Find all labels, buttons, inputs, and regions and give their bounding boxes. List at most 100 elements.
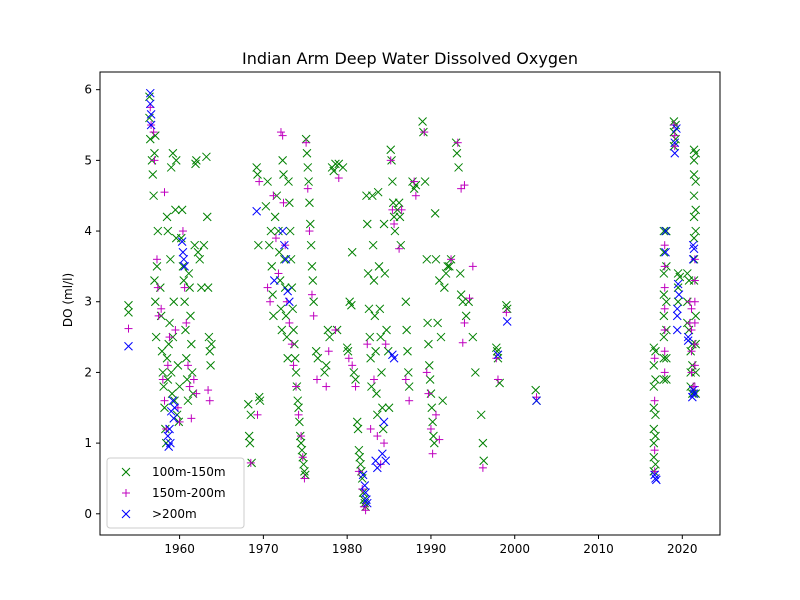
data-point — [428, 449, 437, 458]
data-point — [435, 435, 444, 444]
data-point — [159, 382, 169, 391]
data-point — [687, 326, 696, 335]
data-point — [277, 325, 287, 335]
data-point — [180, 283, 189, 292]
data-point — [264, 240, 274, 250]
data-point — [263, 283, 272, 292]
data-point — [329, 166, 339, 176]
data-point — [281, 241, 290, 250]
data-point — [649, 382, 659, 391]
data-point — [687, 304, 696, 313]
data-point — [418, 117, 427, 126]
data-point — [150, 148, 159, 158]
data-point — [245, 438, 255, 448]
data-point — [353, 424, 363, 434]
data-point — [303, 184, 312, 193]
data-point — [205, 396, 214, 405]
data-point — [672, 304, 682, 314]
data-point — [190, 240, 200, 250]
data-point — [395, 212, 405, 222]
data-point — [689, 191, 699, 201]
data-point — [124, 324, 133, 333]
data-point — [187, 368, 197, 377]
data-point — [662, 375, 671, 384]
data-point — [276, 128, 285, 137]
data-point — [690, 318, 699, 327]
data-point — [447, 255, 456, 264]
data-point — [171, 205, 180, 215]
data-point — [690, 382, 699, 391]
data-point — [651, 475, 661, 485]
data-point — [362, 219, 372, 229]
data-point — [324, 347, 333, 356]
data-point — [493, 350, 503, 360]
data-point — [146, 110, 156, 119]
data-point — [309, 297, 319, 307]
data-point — [372, 463, 382, 473]
data-point — [191, 159, 200, 169]
data-point — [175, 382, 184, 391]
data-point — [266, 226, 276, 236]
data-point — [202, 152, 211, 162]
data-point — [690, 297, 699, 306]
data-point — [476, 410, 486, 420]
data-point — [659, 247, 669, 257]
data-point — [189, 375, 198, 384]
data-point — [651, 459, 660, 469]
data-point — [183, 361, 192, 370]
data-point — [436, 332, 446, 342]
data-point — [124, 307, 133, 317]
legend-label: 150m-200m — [152, 486, 226, 500]
data-point — [205, 346, 215, 356]
data-point — [378, 424, 388, 434]
data-point — [195, 254, 205, 264]
data-point — [281, 311, 291, 321]
data-point — [660, 283, 669, 292]
data-point — [253, 410, 262, 419]
data-point — [284, 198, 294, 208]
data-point — [295, 417, 304, 427]
data-point — [361, 488, 370, 497]
data-point — [690, 255, 699, 264]
data-point — [388, 205, 397, 214]
data-point — [393, 205, 402, 215]
data-point — [311, 346, 321, 356]
data-point — [160, 188, 169, 197]
data-point — [331, 326, 340, 335]
data-point — [422, 368, 431, 377]
data-point — [531, 385, 541, 395]
data-point — [145, 99, 155, 109]
data-point — [153, 226, 163, 236]
data-point — [370, 311, 380, 321]
data-point — [362, 495, 371, 505]
data-point — [501, 300, 511, 310]
data-point — [670, 131, 679, 140]
data-point — [424, 339, 433, 349]
data-point — [687, 368, 696, 377]
data-point — [369, 276, 379, 285]
legend-box — [106, 457, 245, 529]
data-point — [181, 325, 190, 335]
data-point — [669, 121, 678, 130]
data-point — [182, 375, 192, 384]
data-point — [186, 311, 195, 321]
data-point — [157, 346, 167, 356]
data-point — [303, 163, 313, 172]
data-point — [371, 456, 381, 466]
data-point — [291, 368, 301, 377]
data-point — [390, 219, 399, 228]
data-point — [688, 240, 698, 250]
data-point — [377, 368, 386, 377]
data-point — [192, 389, 201, 398]
data-point — [160, 396, 169, 405]
data-point — [660, 368, 669, 377]
data-point — [454, 163, 463, 172]
data-point — [366, 424, 375, 433]
y-tick-label: 5 — [84, 153, 92, 167]
data-point — [352, 417, 362, 427]
data-point — [429, 431, 438, 441]
data-point — [403, 346, 412, 356]
data-point — [424, 360, 434, 370]
data-point — [367, 382, 376, 391]
data-point — [381, 340, 390, 349]
